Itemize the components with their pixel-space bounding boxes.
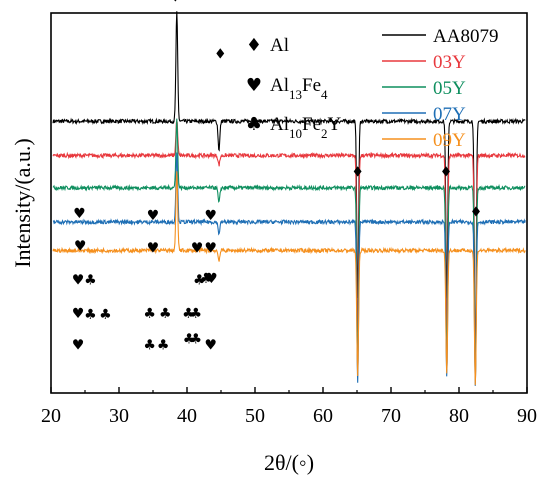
peak-marker: ♣ xyxy=(157,337,170,353)
peak-marker: ♥ xyxy=(73,206,86,222)
peak-marker: ♣ xyxy=(183,332,196,348)
peak-marker: ♣ xyxy=(182,306,195,322)
series-line-09y xyxy=(52,171,526,386)
plot-area: ♦♦♦♦♦♥♥♥♥♥♥♥♥♣♣♣♥♥♣♣♣♣♣♣♥♣♣♣♣♥ xyxy=(52,0,526,386)
peak-marker: ♦ xyxy=(470,204,483,220)
x-tick-label: 50 xyxy=(245,405,265,427)
peak-marker: ♣ xyxy=(159,306,172,322)
y-axis-title: Intensity/(a.u.) xyxy=(10,138,35,268)
peak-marker: ♦ xyxy=(214,47,227,63)
peak-marker: ♣ xyxy=(190,332,203,348)
peak-marker: ♦ xyxy=(351,164,364,180)
peak-marker: ♥ xyxy=(72,306,85,322)
x-tick-label: 90 xyxy=(517,405,537,427)
club-icon: ♣ xyxy=(246,114,262,135)
peak-marker: ♣ xyxy=(190,306,203,322)
peak-marker: ♣ xyxy=(84,273,97,289)
peak-marker: ♥ xyxy=(205,240,218,256)
peak-marker: ♣ xyxy=(84,307,97,323)
x-tick-label: 20 xyxy=(41,405,61,427)
x-axis-ticks: 20 30 40 50 60 70 80 90 xyxy=(41,387,537,427)
legend-label: 05Y xyxy=(433,78,466,99)
x-tick-label: 30 xyxy=(109,405,129,427)
peak-marker: ♦ xyxy=(440,164,453,180)
peak-marker: ♥ xyxy=(72,337,85,353)
peak-marker: ♦ xyxy=(169,0,182,6)
x-tick-label: 80 xyxy=(449,405,469,427)
peak-marker: ♣ xyxy=(143,306,156,322)
x-tick-label: 40 xyxy=(177,405,197,427)
peak-marker: ♣ xyxy=(99,307,112,323)
phase-label: Al13Fe4 xyxy=(270,75,328,102)
diamond-icon: ♦ xyxy=(246,35,262,56)
x-axis-title: 2θ/(◦) xyxy=(264,450,314,475)
series-legend: AA8079 03Y 05Y 07Y 09Y xyxy=(382,26,498,151)
x-tick-label: 70 xyxy=(381,405,401,427)
peak-marker: ♥ xyxy=(191,240,204,256)
peak-marker: ♣ xyxy=(143,337,156,353)
legend-label: 07Y xyxy=(433,104,466,125)
heart-icon: ♥ xyxy=(246,75,262,96)
legend-label: 09Y xyxy=(433,130,466,151)
peak-marker: ♣ xyxy=(193,273,206,289)
peak-marker: ♥ xyxy=(74,239,87,255)
x-tick-label: 60 xyxy=(313,405,333,427)
peak-marker: ♥ xyxy=(205,271,218,287)
legend-label: AA8079 xyxy=(433,26,498,47)
peak-marker: ♥ xyxy=(205,337,218,353)
peak-marker: ♥ xyxy=(205,208,218,224)
peak-marker: ♥ xyxy=(72,273,85,289)
peak-marker: ♥ xyxy=(147,240,160,256)
legend-label: 03Y xyxy=(433,52,466,73)
phase-legend: ♦ Al ♥ Al13Fe4 ♣ Al10Fe2Y xyxy=(246,35,342,141)
peak-marker: ♣ xyxy=(200,271,213,287)
phase-label: Al10Fe2Y xyxy=(270,114,342,141)
phase-label: Al xyxy=(270,35,289,56)
peak-marker: ♥ xyxy=(147,208,160,224)
